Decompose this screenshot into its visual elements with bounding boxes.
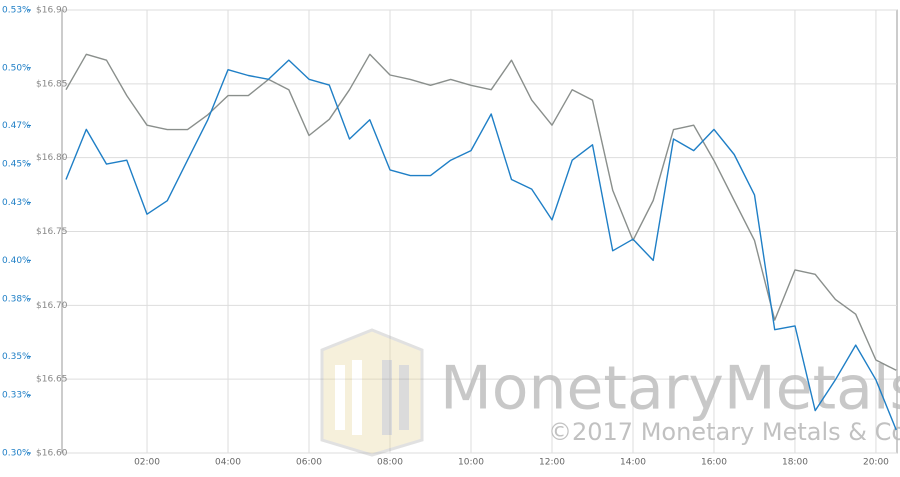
y2-tick-label: 0.30% bbox=[2, 449, 31, 459]
watermark-copyright: ©2017 Monetary Metals & Co. bbox=[548, 418, 900, 446]
y-tick-label: $16.70 bbox=[36, 301, 68, 311]
y-tick-label: $16.90 bbox=[36, 6, 68, 16]
series-line bbox=[65, 59, 897, 431]
y2-tick-label: 0.35% bbox=[2, 352, 31, 362]
y-tick-label: $16.60 bbox=[36, 449, 68, 459]
labels: $16.90 $16.85 $16.80 $16.75 $16.70 $16.65 $16.… bbox=[2, 6, 889, 468]
watermark-logo bbox=[320, 328, 424, 457]
x-tick-label: 10:00 bbox=[458, 458, 484, 468]
x-tick-label: 02:00 bbox=[134, 458, 160, 468]
x-tick-label: 08:00 bbox=[377, 458, 403, 468]
x-tick-label: 20:00 bbox=[863, 458, 889, 468]
y2-tick-label: 0.50% bbox=[2, 63, 31, 73]
x-tick-label: 16:00 bbox=[701, 458, 727, 468]
y2-tick-label: 0.53% bbox=[2, 6, 31, 16]
x-tick-label: 14:00 bbox=[620, 458, 646, 468]
series-line bbox=[65, 53, 897, 371]
y-tick-label: $16.85 bbox=[36, 79, 68, 89]
y2-tick-label: 0.47% bbox=[2, 121, 31, 131]
x-tick-label: 12:00 bbox=[539, 458, 565, 468]
y-tick-label: $16.65 bbox=[36, 375, 68, 385]
lines bbox=[65, 53, 897, 431]
y2-tick-label: 0.43% bbox=[2, 198, 31, 208]
y2-tick-label: 0.38% bbox=[2, 294, 31, 304]
grid bbox=[62, 9, 897, 454]
x-tick-label: 18:00 bbox=[782, 458, 808, 468]
y2-tick-label: 0.45% bbox=[2, 160, 31, 170]
y2-tick-label: 0.40% bbox=[2, 256, 31, 266]
x-tick-label: 06:00 bbox=[296, 458, 322, 468]
y-tick-label: $16.80 bbox=[36, 153, 68, 163]
y2-tick-label: 0.33% bbox=[2, 391, 31, 401]
y-tick-label: $16.75 bbox=[36, 227, 68, 237]
watermark-text: MonetaryMetals bbox=[440, 354, 900, 424]
x-tick-label: 04:00 bbox=[215, 458, 241, 468]
